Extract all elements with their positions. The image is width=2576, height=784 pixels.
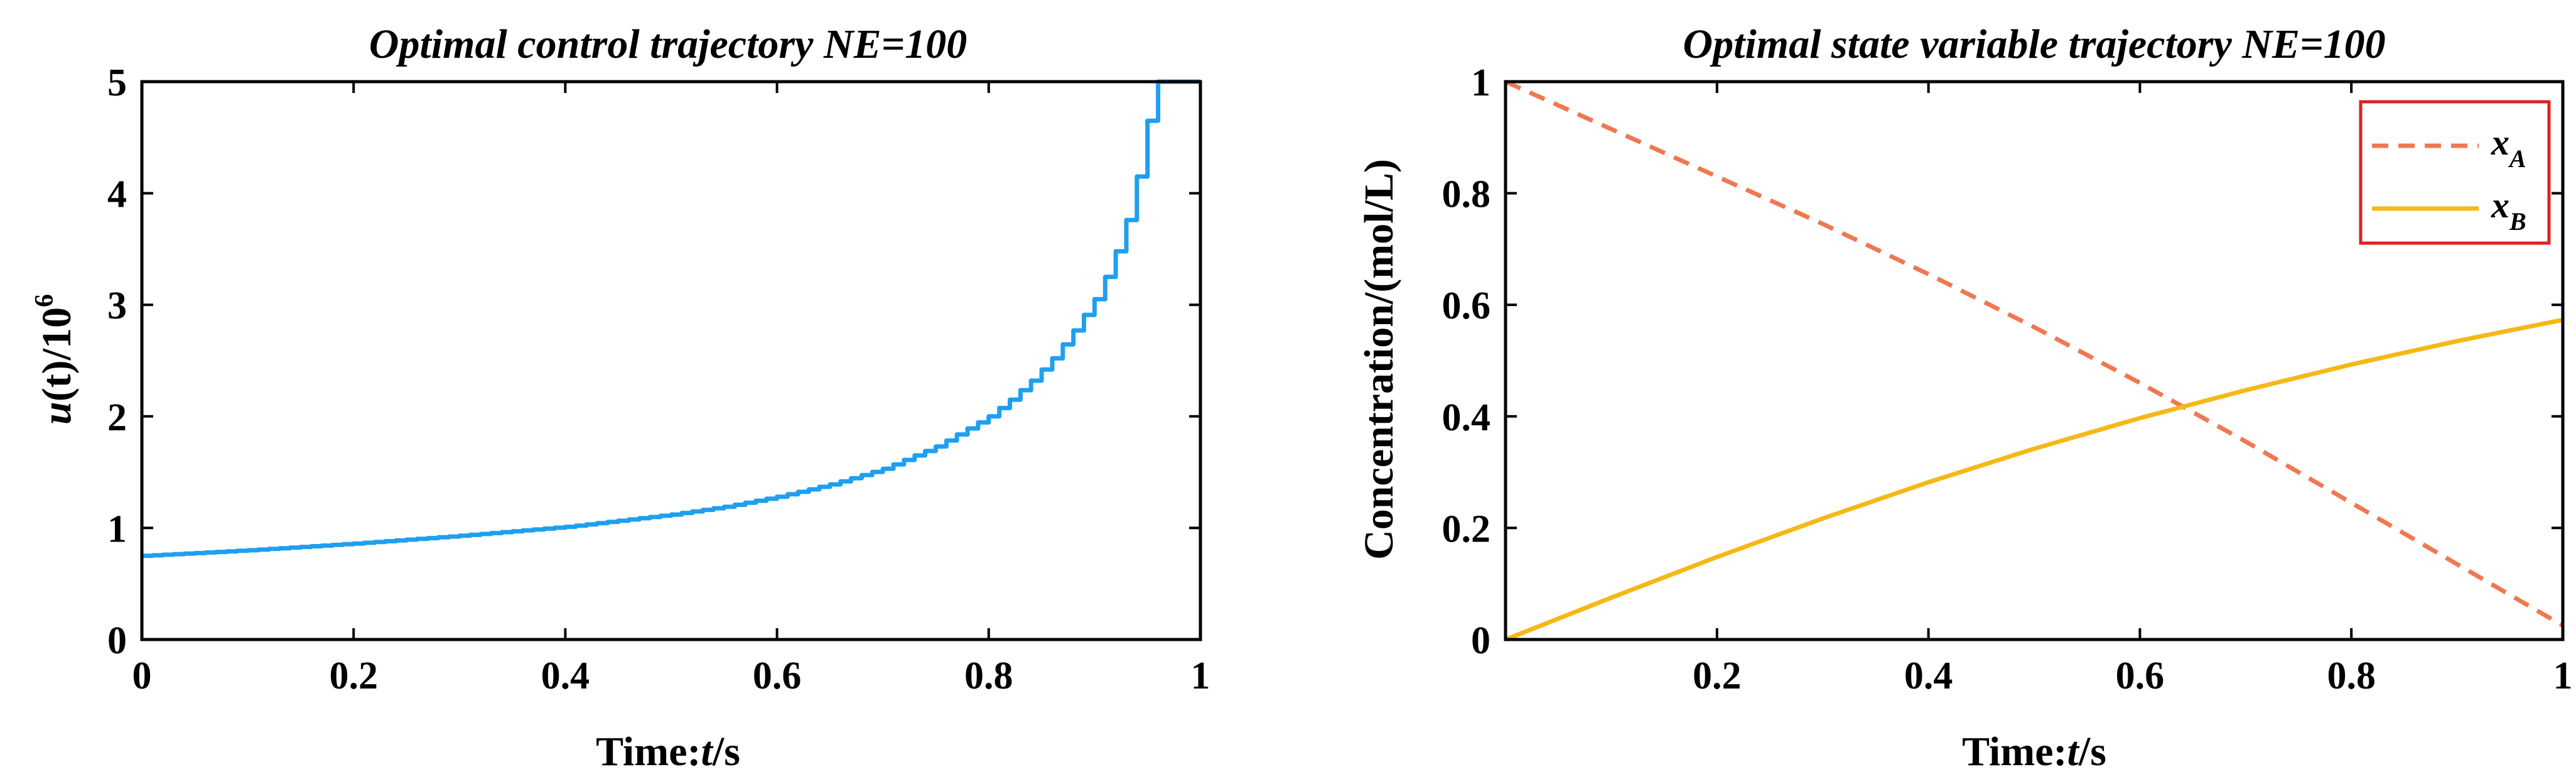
y-tick-label: 0 (107, 619, 127, 662)
control-ticks: 0 0.2 0.4 0.6 0.8 1 0 1 2 3 4 5 (107, 62, 1210, 697)
state-chart-title: Optimal state variable trajectory NE=100 (1683, 21, 2385, 67)
control-x-axis-label: Time:t/s (596, 729, 740, 775)
control-x-axis-label-var: t (701, 729, 714, 775)
x-tick-label: 0.8 (2327, 655, 2376, 697)
x-tick-label: 0.2 (1693, 655, 1742, 697)
state-legend: xA xB (2359, 100, 2551, 245)
y-tick-label: 2 (107, 396, 127, 439)
control-chart: Optimal control trajectory NE=100 u(t)/1… (30, 21, 1210, 775)
y-tick-label: 0.4 (1442, 396, 1491, 439)
y-tick-label: 0.8 (1442, 173, 1491, 216)
state-series (1504, 79, 2564, 642)
series-line-xb (1504, 317, 2563, 642)
state-x-axis-label-suffix: /s (2078, 729, 2106, 775)
control-y-axis-label-exp: 6 (30, 294, 59, 307)
y-tick-label: 0.2 (1442, 508, 1491, 550)
y-tick-label: 1 (1471, 62, 1490, 104)
control-chart-title: Optimal control trajectory NE=100 (369, 21, 967, 67)
series-line-u (142, 79, 1200, 558)
control-y-axis-label-var: u (34, 401, 80, 425)
control-y-axis-label-mid: (t)/10 (34, 307, 80, 401)
x-tick-label: 0 (132, 655, 152, 697)
state-x-axis-label-prefix: Time: (1962, 729, 2067, 775)
state-y-axis-label: Concentration/(mol/L) (1356, 159, 1402, 560)
legend-box (2359, 100, 2551, 245)
state-chart: Optimal state variable trajectory NE=100… (1356, 21, 2573, 775)
state-x-axis-label: Time:t/s (1962, 729, 2106, 775)
y-tick-label: 1 (107, 508, 127, 550)
x-tick-label: 1 (2553, 655, 2573, 697)
x-tick-label: 0.8 (964, 655, 1013, 697)
control-x-axis-label-suffix: /s (712, 729, 740, 775)
x-tick-label: 0.4 (541, 655, 590, 697)
y-tick-label: 0.6 (1442, 285, 1491, 327)
state-plot-frame (1504, 80, 2565, 641)
x-tick-label: 1 (1191, 655, 1210, 697)
y-tick-label: 0 (1471, 619, 1490, 662)
state-x-axis-label-var: t (2067, 729, 2080, 775)
control-x-axis-label-prefix: Time: (596, 729, 701, 775)
control-y-axis-label: u(t)/106 (30, 294, 80, 425)
x-tick-label: 0.6 (2116, 655, 2165, 697)
control-series (142, 79, 1200, 558)
x-tick-label: 0.6 (753, 655, 802, 697)
x-tick-label: 0.4 (1904, 655, 1953, 697)
y-tick-label: 4 (107, 173, 127, 216)
x-tick-label: 0.2 (329, 655, 378, 697)
legend-label-xb: xB (2491, 185, 2526, 236)
y-tick-label: 5 (107, 62, 127, 104)
control-plot-frame (140, 80, 1202, 641)
legend-label-xa: xA (2491, 122, 2526, 173)
series-line-xa (1504, 79, 2564, 628)
y-tick-label: 3 (107, 285, 127, 327)
